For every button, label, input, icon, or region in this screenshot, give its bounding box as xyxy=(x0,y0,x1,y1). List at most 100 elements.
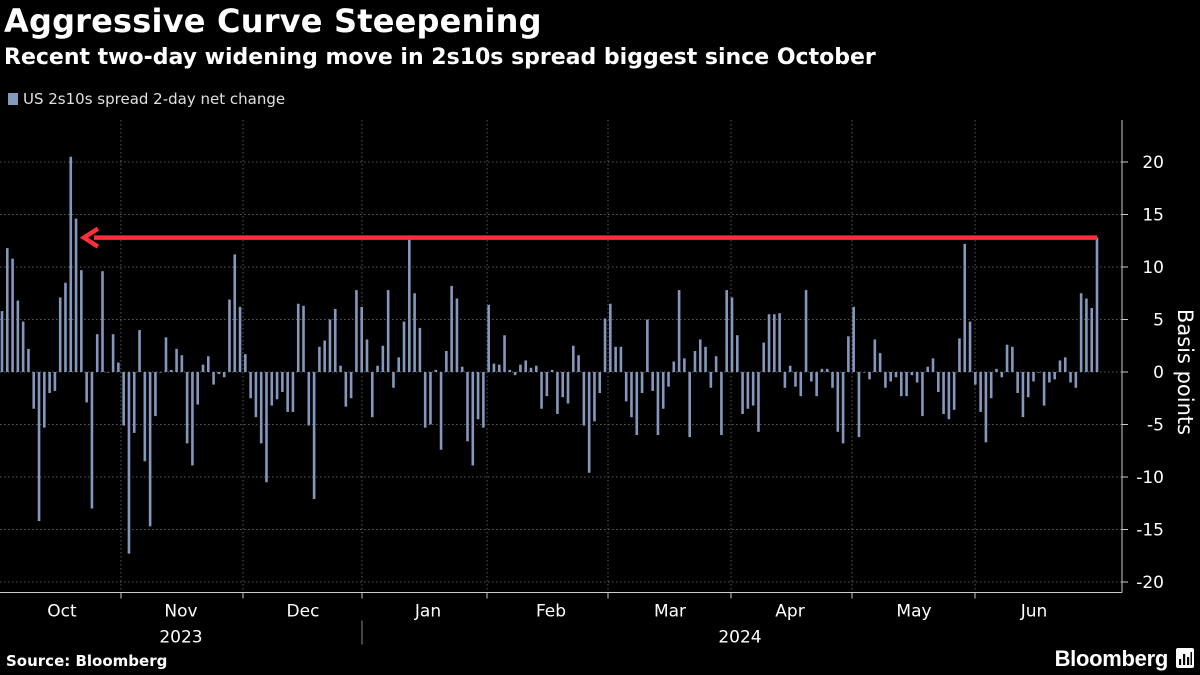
bar xyxy=(582,372,586,426)
y-tick-label: -5 xyxy=(1147,416,1164,436)
bar xyxy=(408,239,411,372)
legend-label: US 2s10s spread 2-day net change xyxy=(23,90,286,108)
x-month-label: Feb xyxy=(536,602,566,622)
bar xyxy=(106,372,110,373)
bars xyxy=(0,156,1099,554)
bar xyxy=(159,372,162,373)
y-tick-label: 15 xyxy=(1142,206,1164,226)
x-month-label: Nov xyxy=(164,602,197,622)
bar xyxy=(529,367,533,372)
bar xyxy=(164,337,168,372)
bar xyxy=(1063,357,1067,372)
bar xyxy=(397,357,401,372)
x-month-label: Dec xyxy=(287,602,320,622)
bar xyxy=(1053,372,1056,380)
annotation-arrow xyxy=(79,226,1097,249)
bloomberg-chart-icon xyxy=(1176,648,1194,668)
bar xyxy=(704,346,707,372)
bar xyxy=(69,156,73,372)
bar xyxy=(132,372,136,433)
bar xyxy=(64,282,67,372)
y-tick-label: -20 xyxy=(1136,573,1164,593)
bar xyxy=(1000,372,1004,378)
bar xyxy=(259,372,263,444)
bar xyxy=(307,372,311,426)
bar xyxy=(624,372,628,402)
bar xyxy=(989,372,993,399)
bar xyxy=(730,297,734,372)
bar xyxy=(661,372,665,409)
bar xyxy=(910,372,914,376)
bar xyxy=(381,345,385,372)
bar xyxy=(899,372,903,397)
bar xyxy=(217,372,221,375)
bar xyxy=(228,299,231,372)
bar xyxy=(122,372,125,426)
bar xyxy=(788,365,792,372)
x-month-label: Jun xyxy=(1020,602,1048,622)
bar xyxy=(677,290,681,372)
bar xyxy=(487,304,490,372)
bar xyxy=(979,372,982,412)
bar xyxy=(5,248,9,372)
bar xyxy=(344,372,348,407)
bar xyxy=(302,305,305,372)
bar xyxy=(572,345,575,372)
legend-swatch xyxy=(8,93,18,105)
bar xyxy=(392,372,395,388)
bar xyxy=(963,243,967,372)
bar xyxy=(482,372,485,428)
bar xyxy=(476,372,480,420)
legend: US 2s10s spread 2-day net change xyxy=(8,90,285,108)
bar xyxy=(783,372,787,388)
bar xyxy=(635,372,639,435)
bar xyxy=(609,303,612,372)
bar xyxy=(281,372,284,392)
bar xyxy=(995,368,998,372)
bar xyxy=(561,372,565,398)
bar xyxy=(1069,372,1072,383)
bar xyxy=(275,372,279,400)
bar xyxy=(32,372,36,409)
bar xyxy=(492,363,496,372)
bar xyxy=(328,319,332,372)
bar xyxy=(402,321,406,372)
bar xyxy=(434,369,438,372)
bar xyxy=(614,346,617,372)
bar xyxy=(1021,372,1025,418)
x-month-label: May xyxy=(896,602,931,622)
bar xyxy=(545,372,549,397)
y-tick-label: -15 xyxy=(1136,521,1164,541)
bar xyxy=(80,270,83,372)
bar xyxy=(418,327,422,372)
bar xyxy=(593,372,596,422)
x-year-label: 2024 xyxy=(718,628,761,648)
bar xyxy=(931,358,935,372)
bar xyxy=(90,372,94,509)
bar xyxy=(952,372,956,410)
bar xyxy=(534,365,538,372)
bar xyxy=(577,355,580,372)
bar xyxy=(1005,344,1009,372)
bar xyxy=(794,372,797,387)
bar xyxy=(43,372,46,428)
bar xyxy=(265,372,268,483)
bar xyxy=(1042,372,1046,406)
bar xyxy=(127,372,131,554)
bar xyxy=(810,372,813,382)
bar xyxy=(656,372,660,435)
bar xyxy=(85,372,88,403)
bar xyxy=(751,372,755,406)
bar xyxy=(873,339,877,372)
axes: 20 15 10 5 0 -5 -10 -15 -20 Basis points Oct Nov Dec… xyxy=(0,120,1197,648)
bar xyxy=(915,372,919,383)
bar xyxy=(857,372,861,438)
bar xyxy=(884,372,887,388)
bar xyxy=(222,372,226,378)
bar xyxy=(111,334,115,372)
bar xyxy=(958,338,961,372)
bar xyxy=(74,218,78,372)
bar xyxy=(376,365,379,372)
bar xyxy=(921,372,924,417)
bar xyxy=(735,335,739,372)
